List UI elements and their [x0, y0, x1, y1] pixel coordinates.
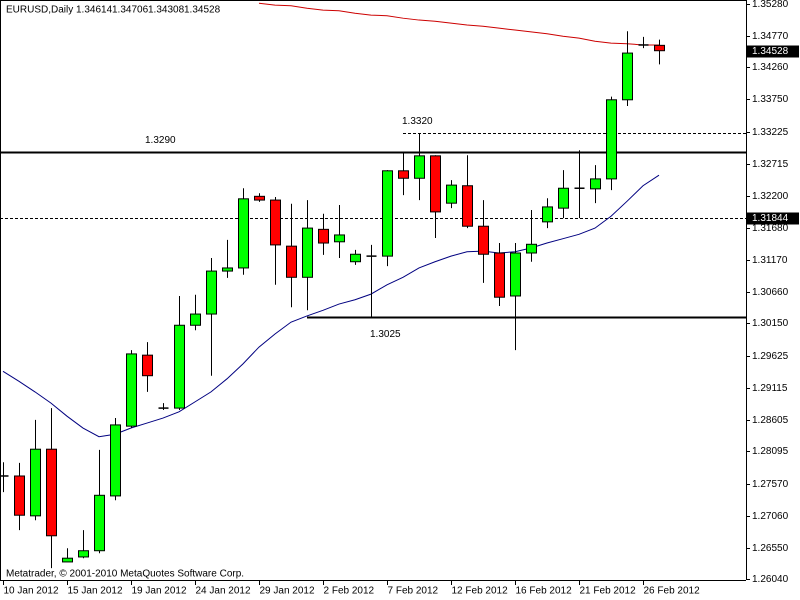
- candle-body: [350, 253, 361, 263]
- candle-body: [110, 424, 121, 497]
- candle-body: [622, 52, 633, 101]
- candle-body: [286, 245, 297, 278]
- y-tick-label: 1.30660: [752, 287, 789, 298]
- candle-body: [142, 354, 153, 377]
- y-tick-label: 1.30150: [752, 318, 789, 329]
- y-tick-label: 1.33225: [752, 127, 789, 138]
- candle-body: [126, 353, 137, 427]
- y-tick-label: 1.35280: [752, 0, 789, 10]
- header-high: 1.34706: [112, 5, 149, 16]
- y-tick-label: 1.33750: [752, 94, 789, 105]
- y-tick-label: 1.32200: [752, 191, 789, 202]
- candle-body: [270, 199, 281, 246]
- candle-body: [14, 475, 25, 516]
- header-open: 1.34614: [76, 5, 113, 16]
- current-price-box: [747, 45, 799, 58]
- moving-average: [258, 2, 659, 46]
- level-label: 1.3320: [402, 116, 433, 127]
- y-tick-label: 1.32715: [752, 159, 789, 170]
- y-tick-label: 1.29115: [752, 383, 788, 394]
- candle-body: [46, 448, 57, 537]
- y-tick-label: 1.26040: [752, 574, 789, 585]
- x-tick-label: 2 Feb 2012: [324, 586, 375, 597]
- x-tick-label: 15 Jan 2012: [68, 586, 123, 597]
- candle-body: [414, 155, 425, 179]
- candle-body: [430, 155, 441, 213]
- candle-body: [462, 185, 473, 227]
- current-price-label: 1.34528: [752, 46, 789, 57]
- candle-body: [30, 448, 41, 517]
- y-tick-label: 1.31680: [752, 223, 789, 234]
- candle-body: [62, 557, 73, 563]
- candle-body: [654, 44, 665, 52]
- x-tick-label: 29 Jan 2012: [260, 586, 315, 597]
- candle-body: [558, 187, 569, 209]
- x-tick-label: 10 Jan 2012: [4, 586, 59, 597]
- level-price-label: 1.31844: [752, 213, 789, 224]
- candle-body: [526, 243, 537, 254]
- candle-body: [590, 178, 601, 190]
- x-tick-label: 26 Feb 2012: [644, 586, 701, 597]
- candle-body: [174, 324, 185, 409]
- candle-body: [94, 494, 105, 552]
- candle-body: [190, 313, 201, 326]
- candle-body: [78, 550, 89, 558]
- x-tick-label: 16 Feb 2012: [516, 586, 573, 597]
- level-label: 1.3290: [145, 135, 176, 146]
- level-price-box: [747, 212, 799, 225]
- candle-body: [398, 170, 409, 179]
- header-close: 1.34528: [184, 5, 221, 16]
- copyright: Metatrader, © 2001-2010 MetaQuotes Softw…: [6, 569, 244, 580]
- candle-body: [302, 227, 313, 278]
- y-tick-label: 1.29625: [752, 351, 789, 362]
- chart-title: EURUSD,Daily: [6, 5, 73, 16]
- y-tick-label: 1.27060: [752, 511, 789, 522]
- candle-body: [222, 267, 233, 272]
- candle-body: [542, 206, 553, 223]
- candle-body: [382, 170, 393, 257]
- x-tick-label: 12 Feb 2012: [452, 586, 509, 597]
- level-label: 1.3025: [370, 329, 401, 340]
- x-tick-label: 24 Jan 2012: [196, 586, 251, 597]
- candle-body: [238, 198, 249, 269]
- header-low: 1.34308: [148, 5, 185, 16]
- y-tick-label: 1.28095: [752, 446, 789, 457]
- y-tick-label: 1.26550: [752, 543, 789, 554]
- plot-area: [1, 2, 746, 569]
- x-tick-label: 7 Feb 2012: [388, 586, 439, 597]
- candle-body: [318, 228, 329, 244]
- candle-body: [606, 99, 617, 180]
- x-tick-label: 21 Feb 2012: [580, 586, 637, 597]
- candle-body: [494, 252, 505, 298]
- y-tick-label: 1.34770: [752, 31, 789, 42]
- y-tick-label: 1.31170: [752, 255, 788, 266]
- header: EURUSD,Daily 1.34614 1.34706 1.34308 1.3…: [6, 5, 221, 16]
- x-tick-label: 19 Jan 2012: [132, 586, 187, 597]
- candle-body: [334, 234, 345, 243]
- candle-body: [446, 184, 457, 204]
- y-tick-label: 1.27570: [752, 479, 789, 490]
- candle-body: [478, 225, 489, 255]
- candle-body: [510, 252, 521, 297]
- candle-body: [254, 195, 265, 201]
- y-tick-label: 1.28605: [752, 415, 789, 426]
- y-tick-label: 1.34260: [752, 62, 789, 73]
- candle-body: [206, 270, 217, 315]
